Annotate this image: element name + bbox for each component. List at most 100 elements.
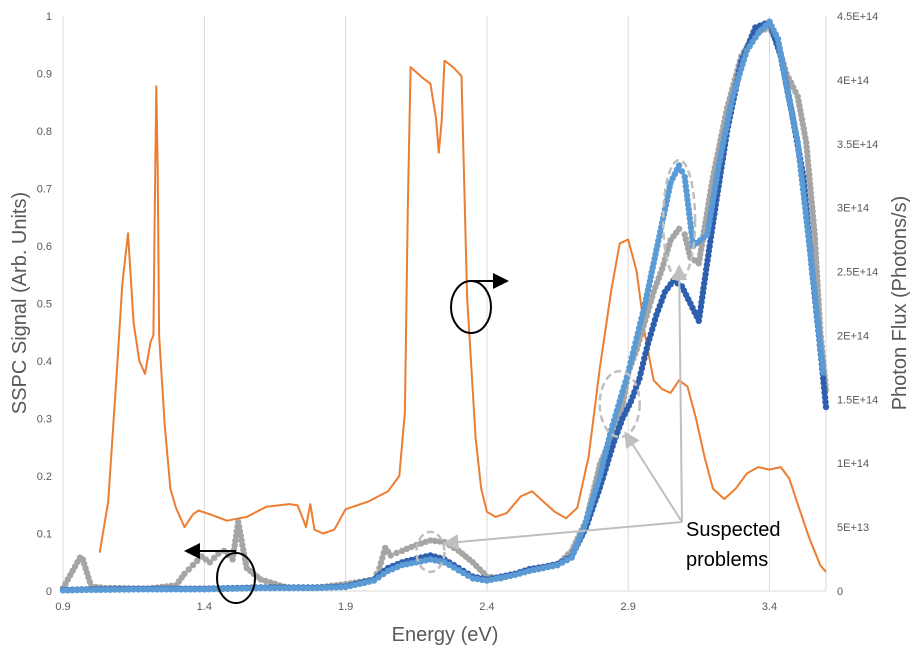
data-point bbox=[701, 275, 709, 283]
data-point bbox=[116, 586, 123, 593]
data-point bbox=[660, 261, 667, 268]
data-point bbox=[83, 586, 90, 594]
y2-tick-label: 1E+14 bbox=[837, 458, 869, 470]
data-point bbox=[210, 585, 217, 593]
x-axis-title: Energy (eV) bbox=[392, 624, 499, 646]
data-point bbox=[474, 575, 481, 583]
data-point bbox=[511, 571, 519, 579]
data-point bbox=[675, 162, 683, 169]
data-point bbox=[802, 209, 809, 216]
data-point bbox=[88, 586, 95, 594]
data-point bbox=[699, 294, 706, 301]
left-axis-indicator-circle bbox=[216, 552, 256, 604]
data-point bbox=[816, 336, 823, 343]
data-point bbox=[139, 586, 147, 593]
data-point bbox=[92, 586, 100, 593]
data-point bbox=[380, 570, 387, 578]
data-point bbox=[376, 564, 383, 572]
data-point bbox=[177, 586, 184, 593]
data-point bbox=[820, 375, 827, 382]
data-point bbox=[651, 316, 659, 323]
data-point bbox=[637, 370, 644, 377]
y-tick-label: 0 bbox=[46, 586, 52, 598]
data-point bbox=[337, 584, 345, 591]
data-point bbox=[460, 569, 467, 577]
data-point bbox=[634, 329, 642, 337]
data-point bbox=[619, 388, 626, 395]
data-point bbox=[314, 584, 321, 592]
data-point bbox=[295, 584, 302, 592]
data-point bbox=[205, 586, 213, 593]
data-point bbox=[450, 564, 458, 571]
data-point bbox=[234, 585, 241, 592]
data-point bbox=[703, 261, 711, 269]
data-point bbox=[799, 181, 806, 188]
data-point bbox=[231, 542, 238, 549]
data-point bbox=[820, 369, 827, 376]
data-point bbox=[649, 326, 656, 333]
data-point bbox=[810, 217, 817, 224]
data-point bbox=[393, 549, 400, 557]
data-point bbox=[812, 245, 819, 252]
data-point bbox=[820, 384, 828, 391]
y-tick-label: 0.6 bbox=[37, 241, 52, 253]
data-point bbox=[675, 225, 683, 232]
data-point bbox=[622, 378, 629, 386]
data-point bbox=[807, 185, 814, 192]
data-point bbox=[695, 317, 702, 324]
data-point bbox=[106, 586, 114, 593]
y-tick-label: 0.2 bbox=[37, 471, 52, 483]
data-point bbox=[706, 243, 713, 250]
data-point bbox=[799, 186, 807, 193]
data-point bbox=[807, 256, 815, 263]
data-point bbox=[469, 575, 476, 582]
data-point bbox=[814, 312, 821, 319]
x-tick-label: 2.9 bbox=[621, 601, 636, 613]
data-point bbox=[375, 574, 382, 581]
data-point bbox=[206, 559, 214, 566]
data-point bbox=[803, 139, 810, 146]
data-point bbox=[795, 148, 802, 155]
data-point bbox=[806, 171, 813, 178]
data-point bbox=[647, 298, 654, 305]
data-point bbox=[809, 208, 816, 215]
data-point bbox=[243, 585, 250, 592]
data-point bbox=[637, 320, 644, 327]
x-tick-label: 1.9 bbox=[338, 601, 353, 613]
data-point bbox=[609, 422, 616, 429]
suspected-problems-label-line1: Suspected bbox=[686, 519, 781, 541]
data-point bbox=[309, 584, 316, 592]
data-point bbox=[814, 317, 821, 324]
data-point bbox=[649, 293, 656, 300]
data-point bbox=[643, 345, 650, 352]
y-tick-label: 1 bbox=[46, 11, 52, 23]
data-point bbox=[638, 315, 645, 322]
data-point bbox=[794, 139, 801, 146]
data-point bbox=[809, 274, 817, 282]
x-tick-label: 0.9 bbox=[55, 601, 70, 613]
data-point bbox=[194, 557, 201, 564]
data-point bbox=[805, 237, 813, 244]
data-point bbox=[144, 586, 151, 593]
data-point bbox=[271, 584, 279, 592]
data-point bbox=[627, 359, 634, 366]
data-point bbox=[610, 417, 618, 424]
data-point bbox=[812, 298, 819, 305]
y-tick-label: 0.1 bbox=[37, 529, 52, 541]
data-point bbox=[819, 364, 826, 371]
callout-arrow bbox=[671, 264, 688, 523]
data-point bbox=[678, 168, 686, 175]
data-point bbox=[633, 334, 640, 342]
right-axis-indicator-circle bbox=[450, 280, 492, 334]
data-point bbox=[658, 265, 666, 273]
data-point bbox=[642, 350, 649, 357]
data-point bbox=[805, 166, 812, 174]
data-point bbox=[812, 254, 820, 261]
data-point bbox=[702, 271, 709, 278]
y2-tick-label: 4.5E+14 bbox=[837, 11, 878, 23]
data-point bbox=[638, 365, 646, 372]
data-point bbox=[632, 339, 639, 347]
data-point bbox=[158, 586, 166, 593]
data-point bbox=[59, 587, 67, 594]
